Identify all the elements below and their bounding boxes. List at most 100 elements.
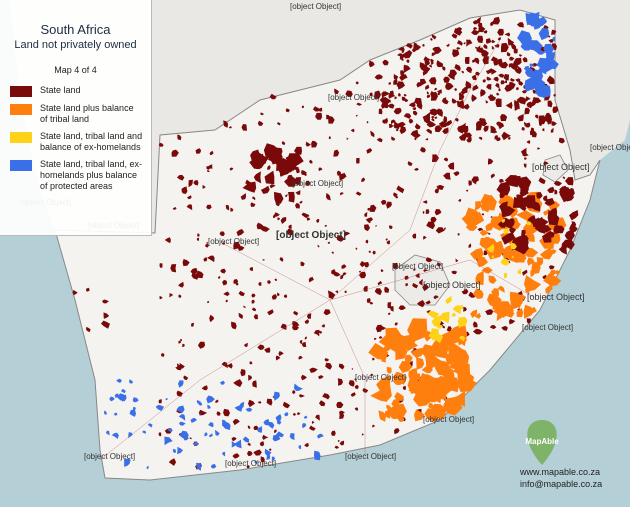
land-patch bbox=[388, 92, 395, 99]
land-patch bbox=[295, 190, 301, 195]
land-patch bbox=[206, 170, 210, 173]
land-patch bbox=[230, 207, 234, 212]
land-patch bbox=[374, 74, 381, 80]
land-patch bbox=[406, 59, 410, 63]
land-patch bbox=[298, 445, 302, 450]
land-patch bbox=[250, 202, 256, 207]
legend-entry: State land plus balance of tribal land bbox=[8, 103, 143, 125]
land-patch bbox=[487, 293, 502, 308]
land-patch bbox=[288, 224, 292, 229]
land-patch bbox=[519, 54, 523, 57]
land-patch bbox=[418, 280, 423, 286]
subtitle: Land not privately owned bbox=[14, 39, 137, 51]
land-patch bbox=[522, 269, 528, 276]
land-patch bbox=[393, 78, 398, 85]
land-patch bbox=[158, 432, 162, 437]
land-patch bbox=[397, 81, 405, 90]
land-patch bbox=[203, 257, 208, 262]
land-patch bbox=[116, 378, 122, 383]
land-patch bbox=[414, 167, 419, 171]
land-patch bbox=[257, 120, 264, 126]
land-patch bbox=[488, 158, 494, 165]
land-patch bbox=[403, 50, 412, 59]
land-patch bbox=[477, 227, 484, 232]
land-patch bbox=[261, 259, 265, 261]
land-patch bbox=[507, 137, 511, 140]
land-patch bbox=[425, 209, 430, 214]
land-patch bbox=[416, 99, 421, 105]
land-patch bbox=[284, 177, 297, 187]
land-patch bbox=[500, 114, 508, 122]
land-patch bbox=[435, 227, 445, 234]
land-patch bbox=[430, 328, 439, 341]
land-patch bbox=[442, 98, 449, 105]
land-patch bbox=[292, 321, 296, 326]
land-patch bbox=[252, 196, 256, 201]
land-patch bbox=[446, 327, 451, 333]
land-patch bbox=[294, 383, 303, 391]
land-patch bbox=[553, 181, 562, 186]
land-patch bbox=[177, 446, 184, 455]
land-patch bbox=[504, 80, 507, 84]
land-patch bbox=[206, 395, 215, 404]
land-patch bbox=[526, 140, 531, 144]
land-patch bbox=[444, 227, 446, 230]
land-patch bbox=[510, 62, 519, 71]
land-patch bbox=[545, 283, 553, 294]
land-patch bbox=[513, 48, 518, 54]
land-patch bbox=[198, 413, 201, 416]
land-patch bbox=[549, 269, 556, 276]
land-patch bbox=[188, 179, 193, 188]
land-patch bbox=[547, 210, 560, 226]
land-patch bbox=[548, 231, 555, 238]
land-patch bbox=[238, 290, 245, 297]
land-patch bbox=[368, 250, 371, 253]
land-patch bbox=[503, 228, 510, 235]
land-patch bbox=[201, 385, 208, 391]
land-patch bbox=[471, 94, 477, 102]
land-patch bbox=[386, 201, 392, 209]
land-patch bbox=[472, 321, 478, 328]
land-patch bbox=[537, 147, 541, 150]
land-patch bbox=[207, 404, 211, 408]
land-patch bbox=[354, 407, 359, 411]
land-patch bbox=[542, 128, 545, 132]
land-patch bbox=[420, 279, 423, 282]
land-patch bbox=[311, 420, 315, 424]
land-patch bbox=[449, 69, 458, 78]
land-patch bbox=[438, 121, 449, 128]
land-patch bbox=[186, 204, 193, 211]
land-patch bbox=[471, 30, 479, 35]
land-patch bbox=[258, 282, 262, 286]
land-patch bbox=[240, 193, 246, 200]
land-patch bbox=[242, 436, 250, 443]
land-patch bbox=[426, 91, 429, 95]
land-patch bbox=[493, 76, 499, 82]
land-patch bbox=[430, 91, 436, 98]
land-patch bbox=[167, 428, 173, 433]
land-patch bbox=[506, 52, 511, 57]
land-patch bbox=[471, 176, 479, 184]
land-patch bbox=[571, 221, 577, 228]
land-patch bbox=[223, 120, 229, 128]
land-patch bbox=[284, 193, 288, 198]
land-patch bbox=[366, 298, 371, 303]
land-patch bbox=[525, 96, 531, 102]
land-patch bbox=[404, 354, 413, 363]
land-patch bbox=[386, 366, 392, 374]
land-patch bbox=[172, 207, 177, 210]
land-patch bbox=[253, 425, 259, 430]
land-patch bbox=[483, 125, 489, 133]
land-patch bbox=[209, 150, 214, 156]
land-patch bbox=[476, 16, 481, 24]
land-patch bbox=[403, 64, 411, 73]
land-patch bbox=[530, 270, 535, 277]
land-patch bbox=[328, 136, 331, 140]
land-patch bbox=[404, 275, 409, 280]
land-patch bbox=[529, 306, 537, 314]
land-patch bbox=[292, 390, 296, 394]
land-patch bbox=[253, 449, 262, 456]
title: South Africa bbox=[40, 22, 111, 37]
land-patch bbox=[489, 325, 497, 330]
land-patch bbox=[517, 99, 520, 103]
